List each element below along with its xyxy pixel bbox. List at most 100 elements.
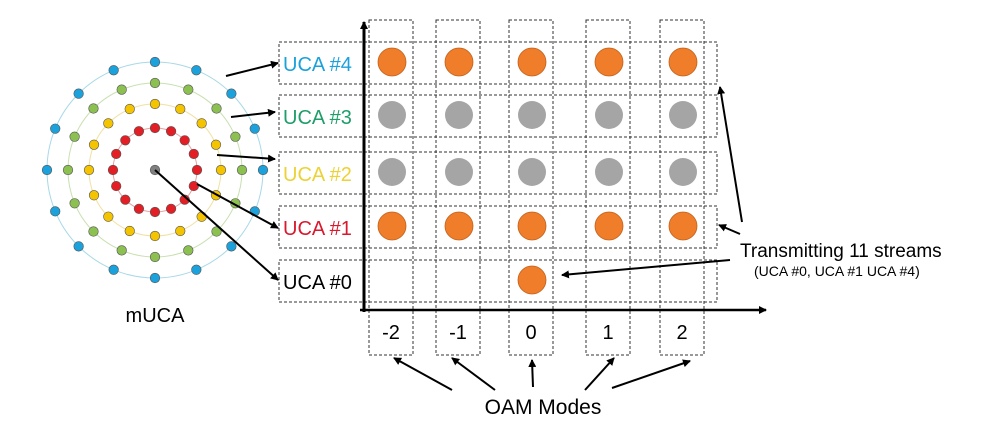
antenna-element: [149, 251, 161, 263]
antenna-element: [211, 226, 222, 237]
inactive-stream-dot: [378, 158, 406, 186]
antenna-element: [88, 103, 99, 114]
antenna-element: [236, 164, 248, 176]
antenna-element: [69, 131, 80, 142]
antenna-element: [88, 226, 99, 237]
antenna-element: [108, 65, 119, 76]
mode-column-box: [508, 19, 554, 356]
inactive-stream-dot: [595, 158, 623, 186]
antenna-element: [191, 164, 203, 176]
pointer-arrow: [584, 357, 615, 391]
inactive-stream-dot: [595, 101, 623, 129]
antenna-element: [215, 164, 227, 176]
streams-title: Transmitting 11 streams: [740, 241, 942, 262]
antenna-element: [196, 211, 207, 222]
antenna-element: [124, 103, 135, 115]
active-stream-dot: [517, 47, 547, 77]
mode-grid: UCA #4 UCA #3 UCA #2 UCA #1 UCA #0 -2 -1 0 1 2: [278, 19, 767, 356]
antenna-element: [226, 88, 237, 99]
antenna-element: [165, 203, 177, 214]
muca-label: mUCA: [126, 305, 186, 327]
mode-column-box: [435, 19, 481, 356]
mode-column-box: [368, 19, 414, 356]
antenna-element: [120, 194, 131, 205]
uca-row-label: UCA #4: [283, 54, 352, 76]
antenna-element: [196, 118, 207, 129]
antenna-element: [249, 123, 260, 134]
antenna-element: [50, 123, 61, 134]
antenna-element: [149, 272, 161, 284]
uca-row-label: UCA #1: [283, 218, 352, 240]
antenna-element: [165, 126, 177, 137]
pointer-arrow: [717, 86, 743, 223]
inactive-stream-dot: [445, 101, 473, 129]
antenna-element: [103, 118, 114, 129]
mode-column-box: [659, 19, 705, 356]
mode-tick-label: 1: [602, 322, 613, 344]
antenna-element: [149, 77, 161, 89]
antenna-element: [73, 241, 84, 252]
antenna-element: [149, 122, 161, 134]
antenna-element: [133, 203, 145, 214]
uca-row-label: UCA #2: [283, 164, 352, 186]
mode-tick-label: 2: [676, 322, 687, 344]
inactive-stream-dot: [669, 101, 697, 129]
antenna-element: [210, 139, 222, 150]
pointer-arrow: [528, 359, 537, 388]
uca-row-label: UCA #0: [283, 272, 352, 294]
active-stream-dot: [377, 47, 407, 77]
mode-tick-label: -1: [449, 322, 467, 344]
inactive-stream-dot: [445, 158, 473, 186]
inactive-stream-dot: [518, 101, 546, 129]
antenna-element: [183, 84, 194, 95]
inactive-stream-dot: [669, 158, 697, 186]
antenna-element: [103, 211, 114, 222]
mode-tick-label: 0: [525, 322, 536, 344]
antenna-element: [120, 135, 131, 146]
antenna-element: [149, 98, 161, 110]
oam-modes-label: OAM Modes: [485, 396, 602, 419]
antenna-element: [211, 103, 222, 114]
active-stream-dot: [517, 211, 547, 241]
antenna-element: [179, 135, 190, 146]
antenna-element: [116, 245, 127, 256]
active-stream-dot: [517, 265, 547, 295]
active-stream-dot: [594, 47, 624, 77]
antenna-element: [124, 225, 135, 237]
streams-subtitle: (UCA #0, UCA #1 UCA #4): [754, 263, 920, 279]
antenna-element: [107, 164, 119, 176]
antenna-element: [116, 84, 127, 95]
antenna-element: [175, 103, 186, 115]
mode-column-box: [585, 19, 631, 356]
antenna-element: [133, 126, 145, 137]
antenna-element: [88, 190, 100, 201]
antenna-element: [175, 225, 186, 237]
pointer-arrow: [393, 357, 453, 391]
pointer-arrow: [611, 359, 691, 389]
pointer-arrow: [225, 60, 279, 77]
active-stream-dot: [444, 211, 474, 241]
antenna-element: [73, 88, 84, 99]
antenna-element: [188, 148, 199, 160]
antenna-element: [149, 230, 161, 242]
antenna-element: [188, 180, 199, 192]
antenna-element: [191, 264, 202, 275]
antenna-element: [50, 206, 61, 217]
antenna-element: [111, 180, 122, 192]
active-stream-dot: [594, 211, 624, 241]
pointer-arrow: [718, 224, 741, 235]
arrows: [154, 60, 743, 391]
antenna-element: [257, 164, 269, 176]
antenna-element: [69, 198, 80, 209]
uca-row-label: UCA #3: [283, 107, 352, 129]
antenna-element: [111, 148, 122, 160]
antenna-element: [183, 245, 194, 256]
pointer-arrow: [196, 183, 279, 229]
inactive-stream-dot: [518, 158, 546, 186]
active-stream-dot: [668, 211, 698, 241]
antenna-element: [226, 241, 237, 252]
antenna-element: [149, 206, 161, 218]
pointer-arrow: [230, 108, 276, 118]
inactive-stream-dot: [378, 101, 406, 129]
